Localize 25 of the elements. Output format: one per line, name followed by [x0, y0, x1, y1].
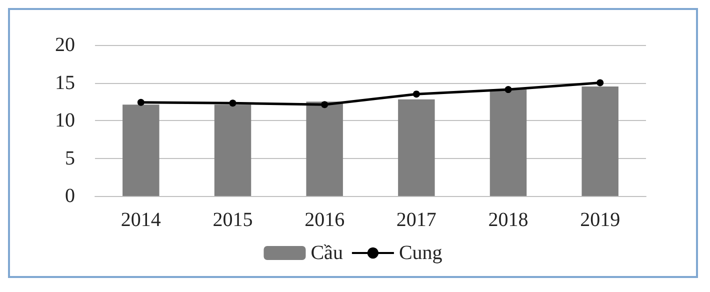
- bar: [398, 99, 435, 196]
- bar: [214, 104, 252, 196]
- bar: [582, 86, 618, 196]
- bar: [122, 104, 160, 196]
- legend-label: Cầu: [310, 242, 343, 264]
- y-tick-label: 0: [65, 185, 75, 207]
- x-tick-label: 2015: [212, 209, 253, 231]
- x-tick-label: 2017: [396, 209, 436, 231]
- bar: [490, 90, 527, 196]
- point: [596, 79, 604, 86]
- y-tick-label: 10: [55, 110, 75, 132]
- point: [412, 90, 420, 98]
- y-tick-label: 5: [65, 147, 75, 170]
- y-tick-label: 20: [55, 34, 75, 56]
- legend-label: Cung: [398, 242, 442, 264]
- point: [137, 98, 144, 106]
- point: [504, 86, 512, 94]
- x-tick-label: 2018: [488, 209, 528, 231]
- x-tick-label: 2016: [304, 209, 345, 231]
- x-tick-label: 2019: [580, 209, 620, 231]
- y-tick-label: 15: [55, 72, 75, 94]
- x-tick-label: 2014: [120, 209, 161, 231]
- bar: [306, 102, 343, 196]
- point: [229, 100, 236, 107]
- point: [321, 101, 328, 108]
